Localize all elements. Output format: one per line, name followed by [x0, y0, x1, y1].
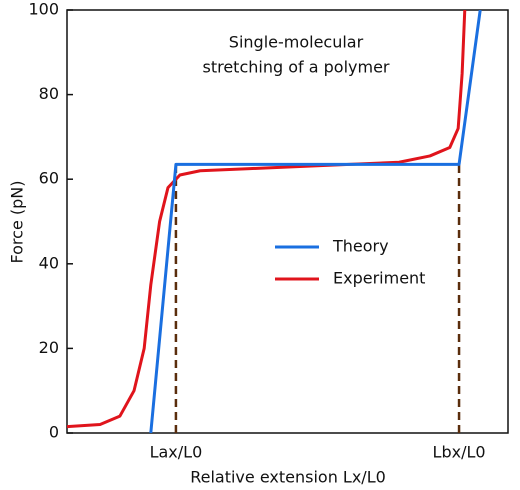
legend-label: Theory [332, 237, 389, 256]
legend-label: Experiment [333, 269, 425, 288]
y-axis-label: Force (pN) [8, 181, 27, 264]
x-tick-label: Lbx/L0 [433, 443, 486, 462]
annotation: stretching of a polymer [203, 58, 390, 77]
plot-frame [66, 9, 509, 434]
x-axis-label: Relative extension Lx/L0 [190, 468, 386, 487]
y-tick-label: 0 [49, 423, 59, 442]
y-tick-label: 60 [39, 169, 59, 188]
y-tick-label: 20 [39, 338, 59, 357]
annotation: Single-molecular [229, 33, 364, 52]
series-line [149, 10, 482, 433]
y-tick-label: 80 [39, 84, 59, 103]
x-tick-label: Lax/L0 [150, 443, 203, 462]
y-tick-label: 100 [28, 0, 59, 19]
y-tick-label: 40 [39, 253, 59, 272]
series-line [67, 10, 467, 429]
